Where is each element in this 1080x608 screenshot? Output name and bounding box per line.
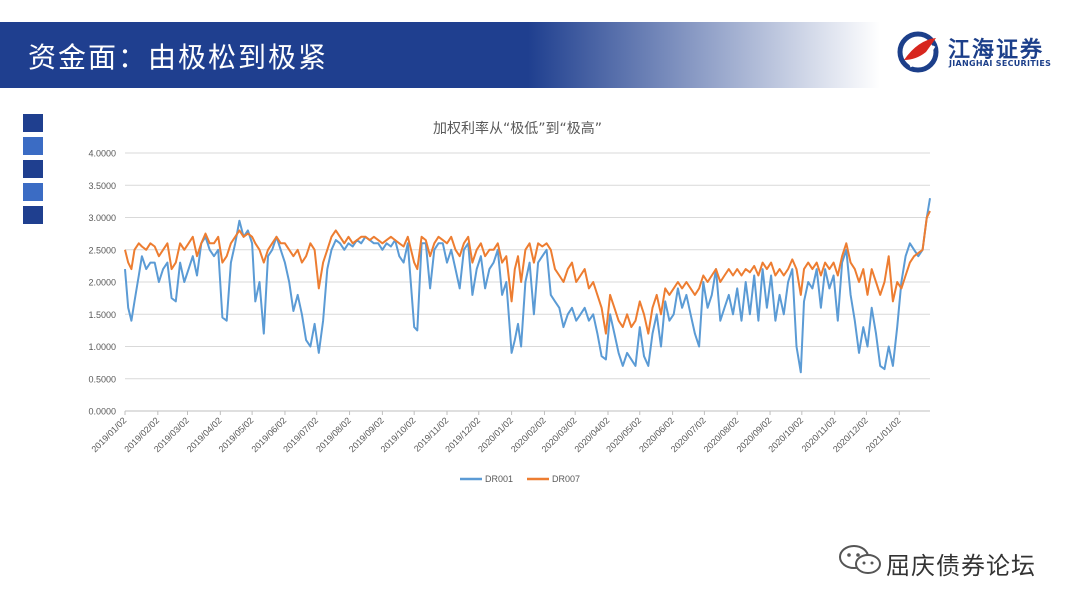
watermark-text: 屈庆债券论坛 — [886, 552, 1036, 580]
decor-square — [23, 183, 43, 201]
chart-title: 加权利率从“极低”到“极高” — [433, 120, 602, 137]
decor-square — [23, 206, 43, 224]
decor-square — [23, 137, 43, 155]
company-name-cn: 江海证券 — [948, 38, 1045, 63]
jianghai-logo-icon — [897, 31, 939, 73]
header-banner — [0, 22, 880, 88]
x-tick-label: 2021/01/02 — [864, 415, 903, 454]
y-tick-label: 2.5000 — [88, 245, 116, 255]
y-tick-label: 3.5000 — [88, 181, 116, 191]
y-tick-label: 3.0000 — [88, 213, 116, 223]
series-line-dr001 — [124, 198, 931, 374]
y-tick-label: 0.0000 — [88, 407, 116, 417]
series-line-dr007 — [124, 210, 931, 335]
y-tick-label: 1.5000 — [88, 310, 116, 320]
decor-square — [23, 160, 43, 178]
decor-square — [23, 114, 43, 132]
page-title: 资金面：由极松到极紧 — [28, 41, 329, 74]
y-tick-label: 2.0000 — [88, 278, 116, 288]
y-tick-label: 0.5000 — [88, 374, 116, 384]
wechat-icon — [839, 545, 881, 574]
y-tick-label: 1.0000 — [88, 342, 116, 352]
y-tick-label: 4.0000 — [88, 149, 116, 159]
legend-label: DR001 — [485, 474, 513, 484]
company-name-en: JIANGHAI SECURITIES — [949, 59, 1052, 68]
legend-label: DR007 — [552, 474, 580, 484]
